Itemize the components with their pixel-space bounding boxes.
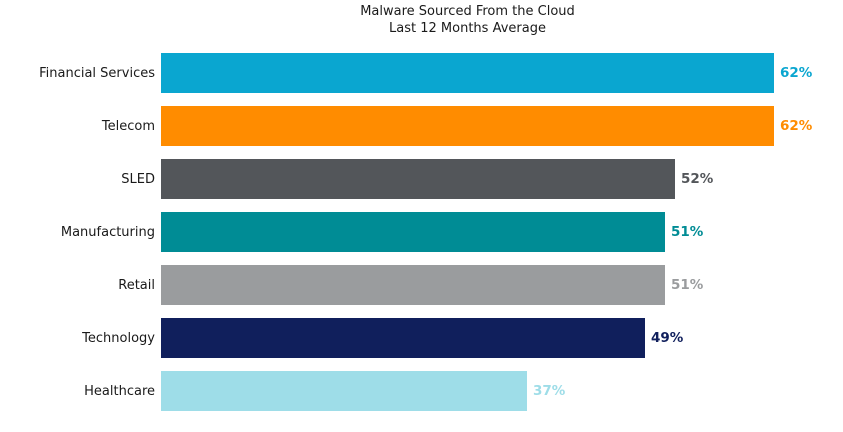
bar-healthcare <box>161 371 527 411</box>
value-label-retail: 51% <box>671 277 704 293</box>
chart-subtitle: Last 12 Months Average <box>389 21 546 36</box>
bar-row-telecom: Telecom 62% <box>0 106 843 146</box>
category-label-telecom: Telecom <box>101 118 155 134</box>
bar-financial-services <box>161 53 774 93</box>
bar-row-retail: Retail 51% <box>0 265 843 305</box>
value-label-telecom: 62% <box>780 118 813 134</box>
bar-sled <box>161 159 675 199</box>
bar-row-technology: Technology 49% <box>0 318 843 358</box>
bar-row-financial-services: Financial Services 62% <box>0 53 843 93</box>
value-label-manufacturing: 51% <box>671 224 704 240</box>
category-label-sled: SLED <box>121 171 155 187</box>
bar-retail <box>161 265 665 305</box>
bar-manufacturing <box>161 212 665 252</box>
bar-row-sled: SLED 52% <box>0 159 843 199</box>
category-label-technology: Technology <box>82 330 155 346</box>
bar-telecom <box>161 106 774 146</box>
chart-title: Malware Sourced From the Cloud <box>360 4 575 19</box>
value-label-technology: 49% <box>651 330 684 346</box>
category-label-healthcare: Healthcare <box>84 383 155 399</box>
bar-technology <box>161 318 645 358</box>
category-label-manufacturing: Manufacturing <box>60 224 155 240</box>
bar-row-healthcare: Healthcare 37% <box>0 371 843 411</box>
value-label-healthcare: 37% <box>533 383 566 399</box>
bar-rows: Financial Services 62% Telecom 62% SLED … <box>0 53 843 424</box>
category-label-retail: Retail <box>118 277 155 293</box>
value-label-financial-services: 62% <box>780 65 813 81</box>
chart-title-block: Malware Sourced From the Cloud Last 12 M… <box>161 3 774 37</box>
bar-row-manufacturing: Manufacturing 51% <box>0 212 843 252</box>
category-label-financial-services: Financial Services <box>39 65 155 81</box>
value-label-sled: 52% <box>681 171 714 187</box>
